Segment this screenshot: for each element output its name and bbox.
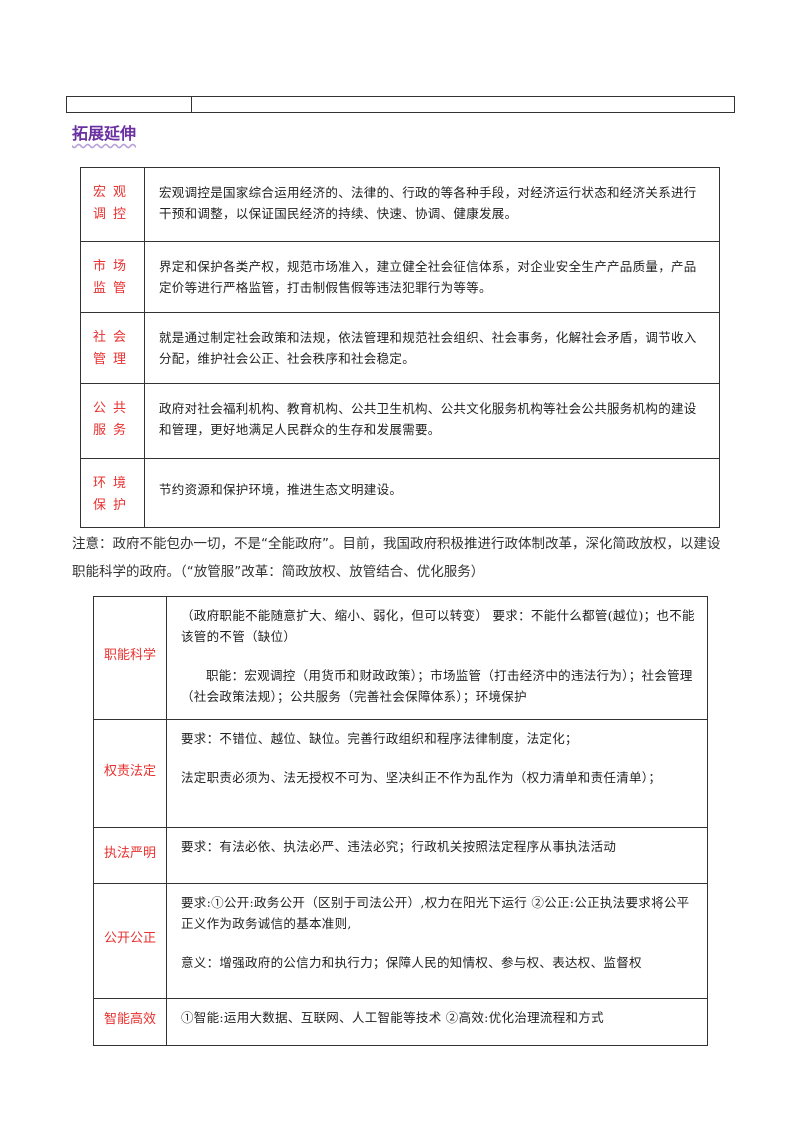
row-text: 要求：有法必依、执法必严、违法必究；行政机关按照法定程序从事执法活动 (166, 827, 708, 884)
table-row: 执法严明 要求：有法必依、执法必严、违法必究；行政机关按照法定程序从事执法活动 (93, 827, 708, 884)
table-cell (191, 96, 735, 113)
row-label: 市场监管 (93, 259, 134, 296)
table-row: 宏观调控 宏观调控是国家综合运用经济的、法律的、行政的等各种手段，对经济运行状态和… (80, 167, 720, 242)
row-text: ①智能:运用大数据、互联网、人工智能等技术 ②高效:优化治理流程和方式 (166, 998, 708, 1046)
row-text: 界定和保护各类产权，规范市场准入，建立健全社会征信体系，对企业安全生产产品质量，… (144, 241, 720, 313)
row-label: 宏观调控 (93, 185, 134, 222)
government-functions-table: 宏观调控 宏观调控是国家综合运用经济的、法律的、行政的等各种手段，对经济运行状态和… (80, 167, 720, 528)
row-label: 社会管理 (93, 330, 134, 367)
note-paragraph: 注意：政府不能包办一切，不是“全能政府”。目前，我国政府积极推进行政体制改革，深… (72, 536, 721, 580)
row-text: （政府职能不能随意扩大、缩小、弱化，但可以转变） 要求：不能什么都管(越位)；也… (181, 608, 695, 644)
government-requirements-table: 职能科学 （政府职能不能随意扩大、缩小、弱化，但可以转变） 要求：不能什么都管(越… (93, 596, 708, 1046)
row-text: 职能：宏观调控（用货币和财政政策）；市场监管（打击经济中的违法行为）；社会管理（… (181, 668, 693, 704)
row-text: 政府对社会福利机构、教育机构、公共卫生机构、公共文化服务机构等社会公共服务机构的… (144, 383, 720, 459)
row-text: 就是通过制定社会政策和法规，依法管理和规范社会组织、社会事务，化解社会矛盾，调节… (144, 312, 720, 384)
row-text: 要求:①公开:政务公开（区别于司法公开）,权力在阳光下运行 ②公正:公正执法要求… (181, 895, 690, 931)
row-text: 要求：不错位、越位、缺位。完善行政组织和程序法律制度，法定化； (181, 731, 578, 746)
table-row: 权责法定 要求：不错位、越位、缺位。完善行政组织和程序法律制度，法定化； 法定职责必… (93, 719, 708, 828)
row-text: 意义：增强政府的公信力和执行力；保障人民的知情权、参与权、表达权、监督权 (181, 955, 642, 970)
table-row: 市场监管 界定和保护各类产权，规范市场准入，建立健全社会征信体系，对企业安全生产产… (80, 241, 720, 313)
row-text: 宏观调控是国家综合运用经济的、法律的、行政的等各种手段，对经济运行状态和经济关系… (144, 167, 720, 242)
table-row: 智能高效 ①智能:运用大数据、互联网、人工智能等技术 ②高效:优化治理流程和方式 (93, 998, 708, 1046)
row-label: 职能科学 (93, 596, 167, 720)
table-row: 社会管理 就是通过制定社会政策和法规，依法管理和规范社会组织、社会事务，化解社会矛… (80, 312, 720, 384)
document-page: 拓展延伸 宏观调控 宏观调控是国家综合运用经济的、法律的、行政的等各种手段，对经济… (66, 96, 735, 1046)
row-label: 执法严明 (93, 827, 167, 884)
row-label: 权责法定 (93, 719, 167, 828)
table-row: 公开公正 要求:①公开:政务公开（区别于司法公开）,权力在阳光下运行 ②公正:公正… (93, 883, 708, 999)
row-text: 节约资源和保护环境，推进生态文明建设。 (144, 458, 720, 528)
table-row: 环境保护 节约资源和保护环境，推进生态文明建设。 (80, 458, 720, 528)
row-text: 法定职责必须为、法无授权不可为、坚决纠正不作为乱作为（权力清单和责任清单）； (181, 770, 662, 785)
row-label: 公共服务 (93, 401, 134, 438)
table-row: 公共服务 政府对社会福利机构、教育机构、公共卫生机构、公共文化服务机构等社会公共服… (80, 383, 720, 459)
top-table-fragment (66, 96, 735, 113)
row-label: 环境保护 (93, 476, 134, 513)
table-cell (66, 96, 192, 113)
row-label: 智能高效 (93, 998, 167, 1046)
row-label: 公开公正 (93, 883, 167, 999)
section-heading: 拓展延伸 (72, 124, 137, 143)
table-row: 职能科学 （政府职能不能随意扩大、缩小、弱化，但可以转变） 要求：不能什么都管(越… (93, 596, 708, 720)
